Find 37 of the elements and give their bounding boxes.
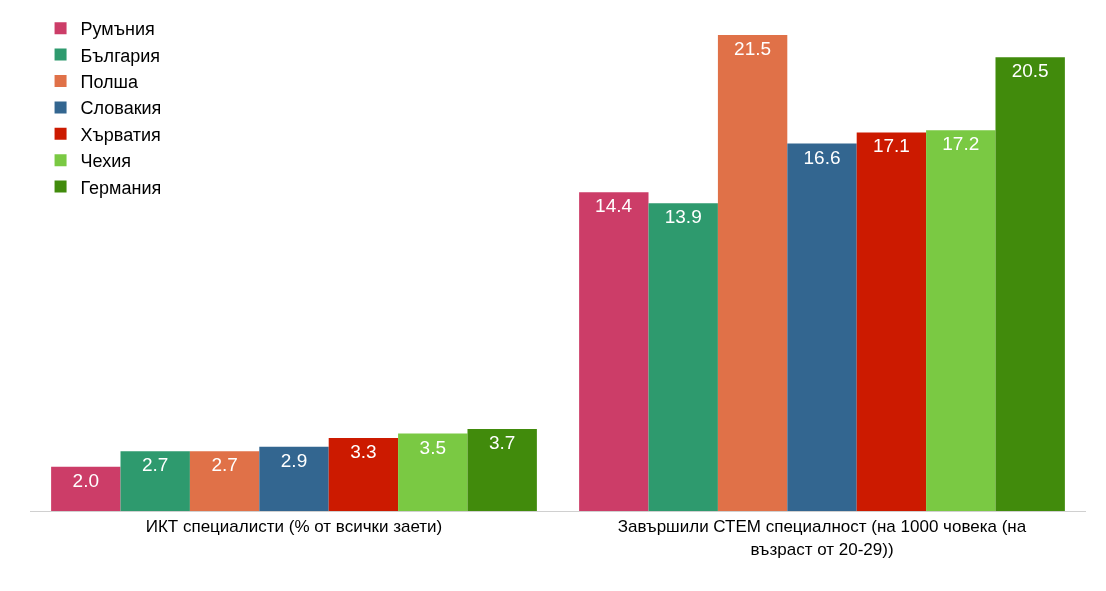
data-label: 13.9 [664, 206, 702, 228]
data-label: 3.3 [350, 440, 377, 462]
bar [398, 433, 468, 511]
data-label: 17.2 [942, 133, 980, 155]
x-tick-label: ИКТ специалисти (% от всички заети) [145, 517, 443, 537]
data-label: 14.4 [595, 195, 633, 217]
data-label: 20.5 [1011, 60, 1049, 82]
data-label: 2.9 [280, 449, 308, 471]
bar [787, 143, 857, 511]
legend-label: Полша [80, 72, 140, 93]
data-label: 2.0 [72, 469, 100, 491]
bar [189, 451, 260, 511]
bar [579, 192, 649, 511]
legend-label: Чехия [80, 151, 131, 172]
legend-label: Румъния [80, 19, 155, 40]
bar [717, 35, 788, 511]
legend-label: Хърватия [80, 124, 161, 145]
bar [467, 429, 537, 511]
legend-label: Германия [80, 177, 162, 198]
bar [328, 437, 399, 511]
bar [995, 57, 1065, 511]
legend-label: България [80, 45, 161, 66]
bar [648, 203, 718, 511]
x-tick-label: Завършили СТЕМ специалност (на 1000 човека (на възраст от 20-29)) [617, 517, 1027, 559]
data-label: 3.5 [419, 436, 446, 458]
bar [51, 466, 121, 511]
data-label: 2.7 [142, 454, 169, 476]
bar [259, 446, 329, 511]
data-label: 2.7 [211, 454, 238, 476]
data-label: 16.6 [803, 146, 841, 168]
data-label: 3.7 [488, 432, 516, 454]
bar [120, 451, 190, 511]
data-label: 21.5 [734, 38, 772, 60]
data-label: 17.1 [872, 135, 910, 157]
legend-label: Словакия [80, 98, 162, 119]
bar [926, 130, 996, 511]
bar [856, 132, 927, 511]
